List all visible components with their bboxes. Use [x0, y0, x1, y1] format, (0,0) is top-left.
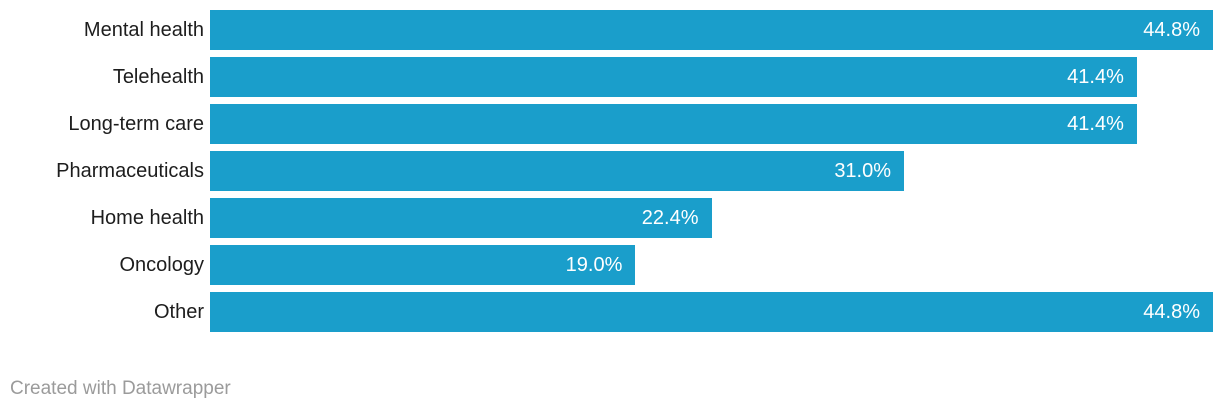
- bar-row: Oncology 19.0%: [0, 245, 1220, 285]
- bar-track: 41.4%: [210, 104, 1213, 144]
- bar: 44.8%: [210, 10, 1213, 50]
- bar: 41.4%: [210, 104, 1137, 144]
- bar-row: Other 44.8%: [0, 292, 1220, 332]
- value-label: 31.0%: [834, 159, 892, 182]
- bar-track: 19.0%: [210, 245, 1213, 285]
- value-label: 44.8%: [1143, 300, 1200, 323]
- bar: 44.8%: [210, 292, 1213, 332]
- category-label: Other: [153, 301, 204, 323]
- bar-row: Pharmaceuticals 31.0%: [0, 151, 1220, 191]
- bar-row: Long-term care 41.4%: [0, 104, 1220, 144]
- bar: 19.0%: [210, 245, 636, 285]
- bar-track: 31.0%: [210, 151, 1213, 191]
- bar-track: 44.8%: [210, 292, 1213, 332]
- category-label: Home health: [90, 207, 204, 229]
- category-label: Pharmaceuticals: [56, 160, 204, 182]
- value-label: 19.0%: [565, 253, 623, 276]
- bar-row: Home health 22.4%: [0, 198, 1220, 238]
- bar-track: 41.4%: [210, 57, 1213, 97]
- bar: 31.0%: [210, 151, 905, 191]
- value-label: 22.4%: [641, 206, 699, 229]
- value-label: 41.4%: [1067, 65, 1124, 88]
- bar: 41.4%: [210, 57, 1137, 97]
- bar-track: 22.4%: [210, 198, 1213, 238]
- value-label: 44.8%: [1143, 18, 1200, 41]
- category-label: Telehealth: [112, 66, 204, 88]
- bar-row: Mental health 44.8%: [0, 10, 1220, 50]
- bar-row: Telehealth 41.4%: [0, 57, 1220, 97]
- attribution: Created with Datawrapper: [10, 378, 231, 399]
- value-label: 41.4%: [1067, 112, 1124, 135]
- category-label: Oncology: [119, 254, 205, 276]
- category-label: Long-term care: [68, 113, 204, 135]
- bar: 22.4%: [210, 198, 712, 238]
- category-label: Mental health: [83, 19, 204, 41]
- chart-rows: Mental health 44.8% Telehealth 41.4% Lon…: [0, 10, 1220, 332]
- bar-track: 44.8%: [210, 10, 1213, 50]
